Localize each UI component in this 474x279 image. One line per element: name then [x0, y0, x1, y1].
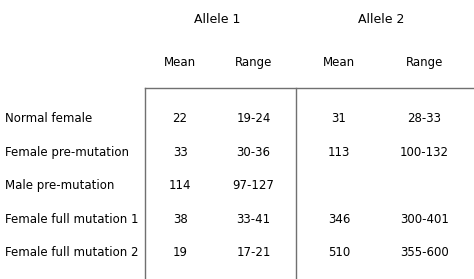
Text: 346: 346: [328, 213, 350, 225]
Text: Female pre-mutation: Female pre-mutation: [5, 146, 129, 158]
Text: 17-21: 17-21: [237, 246, 271, 259]
Text: 33-41: 33-41: [237, 213, 271, 225]
Text: Range: Range: [406, 56, 443, 69]
Text: Range: Range: [235, 56, 272, 69]
Text: Mean: Mean: [323, 56, 355, 69]
Text: 28-33: 28-33: [407, 112, 441, 125]
Text: Allele 2: Allele 2: [358, 13, 405, 26]
Text: 33: 33: [173, 146, 188, 158]
Text: 38: 38: [173, 213, 188, 225]
Text: 100-132: 100-132: [400, 146, 449, 158]
Text: Allele 1: Allele 1: [194, 13, 240, 26]
Text: 510: 510: [328, 246, 350, 259]
Text: Female full mutation 2: Female full mutation 2: [5, 246, 138, 259]
Text: Female full mutation 1: Female full mutation 1: [5, 213, 138, 225]
Text: 113: 113: [328, 146, 350, 158]
Text: Male pre-mutation: Male pre-mutation: [5, 179, 114, 192]
Text: 114: 114: [169, 179, 191, 192]
Text: 31: 31: [331, 112, 346, 125]
Text: 30-36: 30-36: [237, 146, 271, 158]
Text: Normal female: Normal female: [5, 112, 92, 125]
Text: 19-24: 19-24: [237, 112, 271, 125]
Text: 300-401: 300-401: [400, 213, 449, 225]
Text: 19: 19: [173, 246, 188, 259]
Text: Mean: Mean: [164, 56, 196, 69]
Text: 22: 22: [173, 112, 188, 125]
Text: 355-600: 355-600: [400, 246, 448, 259]
Text: 97-127: 97-127: [233, 179, 274, 192]
